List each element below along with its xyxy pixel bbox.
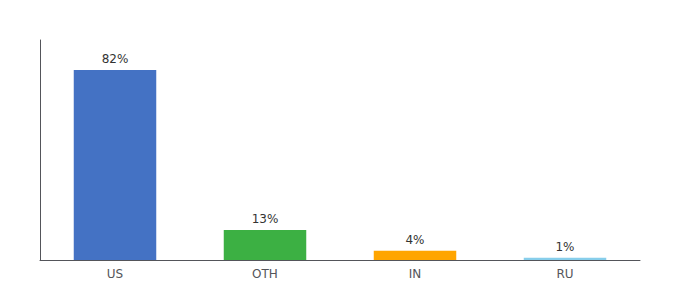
svg-text:13%: 13% xyxy=(252,212,279,226)
svg-text:IN: IN xyxy=(409,267,422,281)
svg-text:US: US xyxy=(107,267,123,281)
svg-text:1%: 1% xyxy=(555,240,574,254)
svg-text:RU: RU xyxy=(556,267,573,281)
svg-text:82%: 82% xyxy=(102,52,129,66)
svg-text:OTH: OTH xyxy=(252,267,278,281)
svg-text:4%: 4% xyxy=(405,233,424,247)
